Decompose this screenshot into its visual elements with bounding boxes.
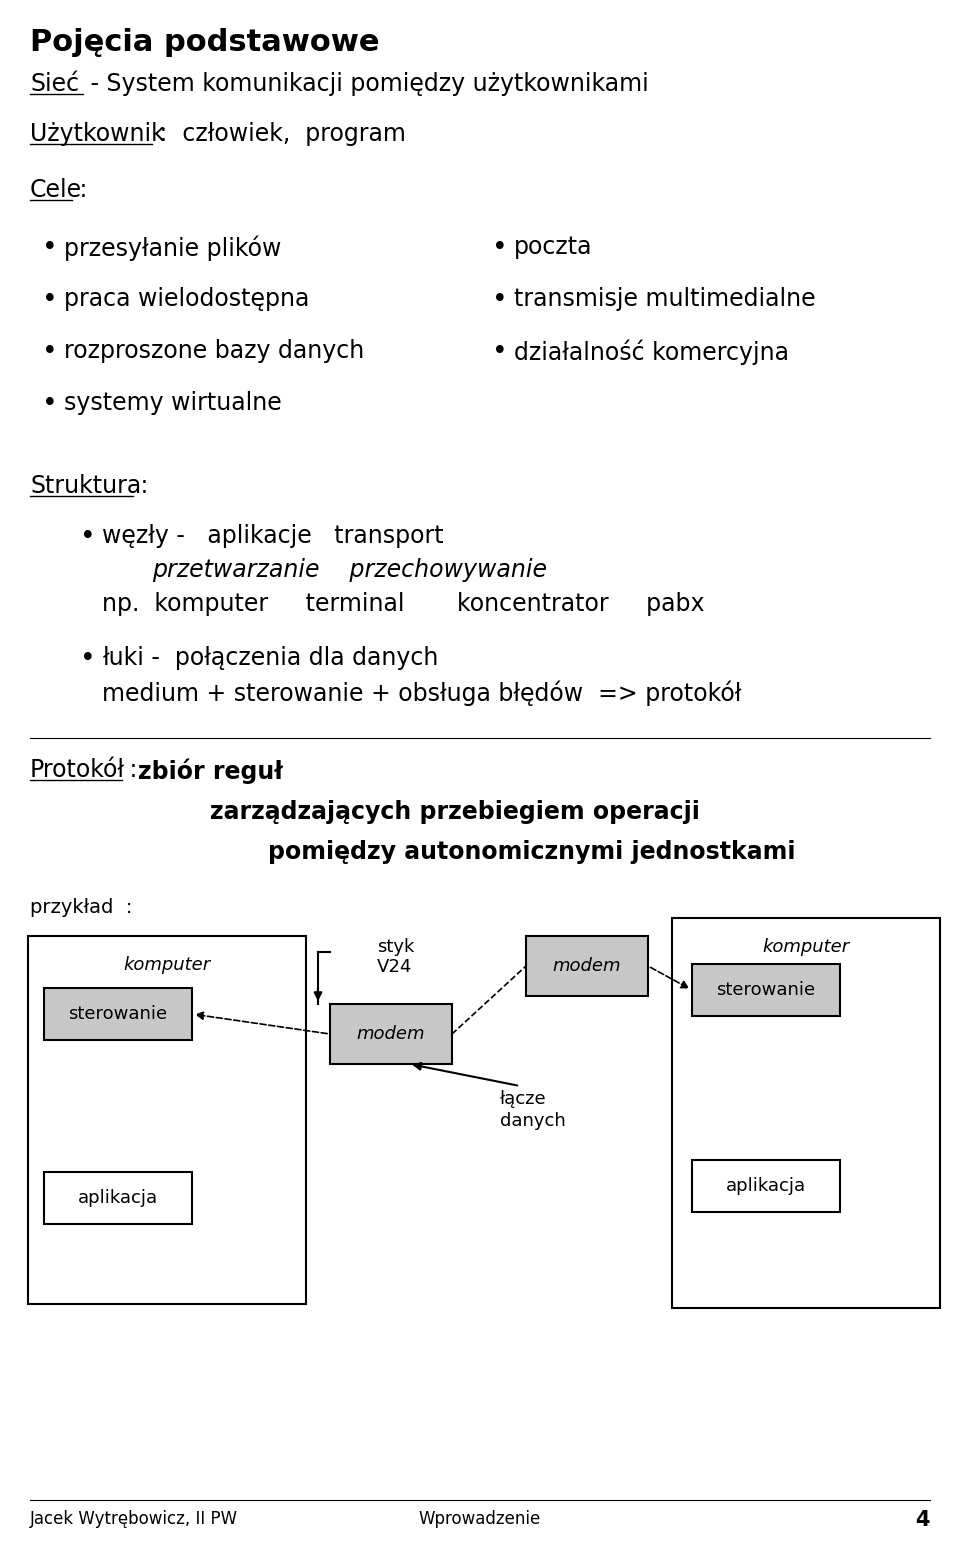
Text: •: • — [80, 523, 96, 550]
Bar — [28, 936, 306, 1304]
Text: Jacek Wytrębowicz, II PW: Jacek Wytrębowicz, II PW — [30, 1510, 238, 1528]
Bar — [44, 1172, 192, 1225]
Text: zbiór reguł: zbiór reguł — [138, 759, 283, 784]
Bar — [672, 918, 940, 1309]
Text: •: • — [492, 287, 508, 313]
Text: Pojęcia podstawowe: Pojęcia podstawowe — [30, 28, 379, 58]
Text: pomiędzy autonomicznymi jednostkami: pomiędzy autonomicznymi jednostkami — [268, 840, 796, 865]
Text: •: • — [42, 287, 58, 313]
Bar — [692, 964, 840, 1016]
Text: sterowanie: sterowanie — [68, 1005, 168, 1024]
Text: Struktura: Struktura — [30, 474, 141, 499]
Text: przykład  :: przykład : — [30, 897, 132, 918]
Text: •: • — [492, 340, 508, 365]
Text: aplikacja: aplikacja — [78, 1189, 158, 1207]
Text: praca wielodostępna: praca wielodostępna — [64, 287, 309, 312]
Text: :: : — [122, 759, 145, 782]
Text: - System komunikacji pomiędzy użytkownikami: - System komunikacji pomiędzy użytkownik… — [83, 72, 649, 97]
Text: łącze: łącze — [500, 1091, 546, 1108]
Text: •: • — [80, 647, 96, 671]
Text: :  człowiek,  program: : człowiek, program — [152, 122, 406, 146]
Text: systemy wirtualne: systemy wirtualne — [64, 391, 281, 414]
Text: :: : — [72, 178, 87, 203]
Text: komputer: komputer — [762, 938, 850, 957]
Text: danych: danych — [500, 1112, 565, 1130]
Text: komputer: komputer — [124, 957, 210, 974]
Bar — [330, 1003, 452, 1064]
Text: przetwarzanie    przechowywanie: przetwarzanie przechowywanie — [152, 558, 547, 583]
Text: poczta: poczta — [514, 235, 592, 259]
Text: przesyłanie plików: przesyłanie plików — [64, 235, 281, 260]
Text: węzły -   aplikacje   transport: węzły - aplikacje transport — [102, 523, 444, 548]
Text: Użytkownik: Użytkownik — [30, 122, 165, 146]
Text: modem: modem — [357, 1025, 425, 1042]
Text: rozproszone bazy danych: rozproszone bazy danych — [64, 340, 364, 363]
Bar — [44, 988, 192, 1041]
Text: Sieć: Sieć — [30, 72, 79, 97]
Text: np.  komputer     terminal       koncentrator     pabx: np. komputer terminal koncentrator pabx — [102, 592, 705, 615]
Text: styk: styk — [377, 938, 415, 957]
Text: Protokół: Protokół — [30, 759, 125, 782]
Text: Cele: Cele — [30, 178, 83, 203]
Text: •: • — [42, 391, 58, 418]
Text: transmisje multimedialne: transmisje multimedialne — [514, 287, 816, 312]
Text: :: : — [133, 474, 149, 499]
Text: modem: modem — [553, 957, 621, 975]
Text: 4: 4 — [916, 1510, 930, 1530]
Text: działalność komercyjna: działalność komercyjna — [514, 340, 789, 365]
Text: zarządzających przebiegiem operacji: zarządzających przebiegiem operacji — [210, 799, 700, 824]
Text: sterowanie: sterowanie — [716, 982, 816, 999]
Bar — [526, 936, 648, 996]
Text: medium + sterowanie + obsługa błędów  => protokół: medium + sterowanie + obsługa błędów => … — [102, 679, 741, 706]
Text: •: • — [42, 340, 58, 365]
Text: aplikacja: aplikacja — [726, 1176, 806, 1195]
Text: Wprowadzenie: Wprowadzenie — [419, 1510, 541, 1528]
Text: •: • — [42, 235, 58, 262]
Text: V24: V24 — [377, 958, 413, 975]
Text: łuki -  połączenia dla danych: łuki - połączenia dla danych — [102, 647, 439, 670]
Bar — [692, 1161, 840, 1212]
Text: •: • — [492, 235, 508, 262]
